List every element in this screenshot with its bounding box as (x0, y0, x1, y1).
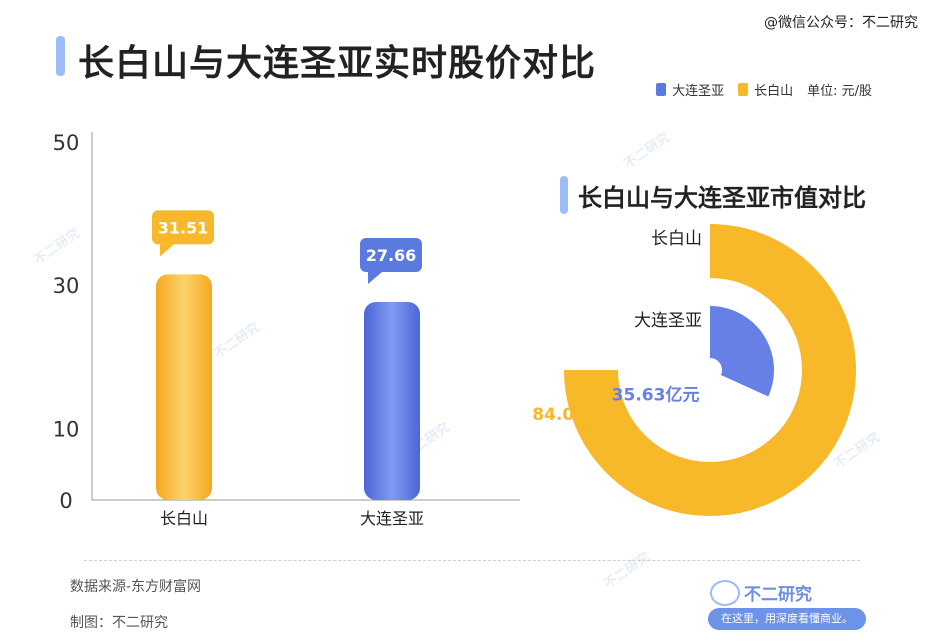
legend: 大连圣亚 长白山 单位: 元/股 (656, 80, 872, 99)
x-tick-label: 长白山 (160, 509, 208, 528)
value-bubble-tail (160, 244, 174, 257)
brand-tagline: 在这里，用深度看懂商业。 (708, 608, 866, 630)
y-tick-label: 30 (53, 274, 80, 298)
ring-value-label: 84.03亿元 (532, 404, 620, 425)
y-tick-label: 10 (53, 417, 80, 441)
y-tick-label: 0 (59, 489, 72, 513)
legend-swatch (656, 83, 667, 96)
ring-segment (710, 306, 775, 397)
title-accent (56, 36, 65, 76)
brand-logo-icon (710, 580, 740, 606)
watermark-account: @微信公众号：不二研究 (764, 15, 918, 31)
legend-label: 大连圣亚 (672, 84, 725, 99)
page-title: 长白山与大连圣亚实时股价对比 (78, 43, 597, 84)
x-tick-label: 大连圣亚 (360, 509, 424, 528)
legend-item-changbaishan: 长白山 (738, 80, 793, 99)
data-label: 27.66 (366, 246, 417, 265)
legend-swatch (738, 83, 749, 96)
value-bubble-tail (368, 271, 382, 284)
data-source: 数据来源-东方财富网 (70, 579, 202, 595)
value-bubble (152, 210, 214, 245)
data-label: 31.51 (158, 218, 209, 237)
value-bubble (360, 237, 422, 272)
ring-name: 大连圣亚 (634, 311, 702, 331)
legend-unit: 单位: 元/股 (807, 84, 872, 99)
divider (84, 560, 860, 561)
ring-value-label: 35.63亿元 (612, 385, 700, 406)
market-cap-title: 长白山与大连圣亚市值对比 (578, 184, 866, 212)
brand-name: 不二研究 (744, 585, 812, 605)
legend-item-dalian: 大连圣亚 (656, 80, 724, 99)
bar (364, 301, 420, 500)
y-tick-label: 50 (53, 131, 80, 155)
chart-maker: 制图：不二研究 (70, 615, 168, 631)
brand-badge: 不二研究 在这里，用深度看懂商业。 (708, 578, 866, 632)
legend-label: 长白山 (754, 84, 794, 99)
bar (156, 274, 212, 500)
ring-name: 长白山 (651, 229, 702, 249)
subtitle-accent (560, 176, 568, 214)
ring-segment (564, 224, 856, 516)
